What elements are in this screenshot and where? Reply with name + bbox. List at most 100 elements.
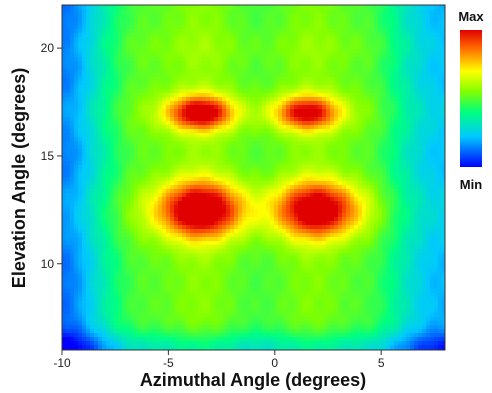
heatmap-cell (258, 141, 263, 146)
heatmap-cell (94, 25, 99, 30)
heatmap-cell (254, 201, 259, 206)
heatmap-cell (142, 53, 147, 58)
heatmap-cell (218, 49, 223, 54)
heatmap-cell (374, 169, 379, 174)
heatmap-cell (406, 17, 411, 22)
heatmap-cell (298, 181, 303, 186)
heatmap-cell (382, 157, 387, 162)
heatmap-cell (106, 141, 111, 146)
heatmap-cell (326, 201, 331, 206)
heatmap-cell (62, 133, 67, 138)
heatmap-cell (222, 21, 227, 26)
heatmap-cell (218, 173, 223, 178)
heatmap-cell (294, 197, 299, 202)
heatmap-cell (274, 129, 279, 134)
heatmap-cell (210, 49, 215, 54)
heatmap-cell (358, 53, 363, 58)
heatmap-cell (230, 117, 235, 122)
heatmap-cell (106, 209, 111, 214)
heatmap-cell (414, 197, 419, 202)
heatmap-cell (318, 157, 323, 162)
heatmap-cell (246, 185, 251, 190)
heatmap-cell (274, 89, 279, 94)
heatmap-cell (146, 149, 151, 154)
heatmap-cell (266, 177, 271, 182)
heatmap-cell (118, 141, 123, 146)
heatmap-cell (294, 201, 299, 206)
heatmap-cell (150, 77, 155, 82)
heatmap-cell (242, 85, 247, 90)
heatmap-cell (274, 73, 279, 78)
heatmap-cell (350, 173, 355, 178)
heatmap-cell (94, 117, 99, 122)
heatmap-cell (118, 57, 123, 62)
heatmap-cell (174, 13, 179, 18)
heatmap-cell (302, 113, 307, 118)
heatmap-cell (82, 149, 87, 154)
heatmap-cell (246, 165, 251, 170)
heatmap-cell (250, 125, 255, 130)
heatmap-cell (170, 153, 175, 158)
heatmap-cell (306, 145, 311, 150)
heatmap-cell (78, 25, 83, 30)
heatmap-cell (294, 61, 299, 66)
heatmap-cell (118, 165, 123, 170)
heatmap-cell (210, 33, 215, 38)
heatmap-cell (150, 5, 155, 10)
heatmap-cell (134, 45, 139, 50)
heatmap-cell (198, 61, 203, 66)
heatmap-cell (338, 205, 343, 210)
heatmap-cell (82, 13, 87, 18)
heatmap-cell (158, 77, 163, 82)
heatmap-cell (322, 93, 327, 98)
heatmap-cell (330, 109, 335, 114)
heatmap-cell (234, 85, 239, 90)
heatmap-cell (250, 29, 255, 34)
heatmap-cell (350, 181, 355, 186)
heatmap-cell (74, 173, 79, 178)
heatmap-cell (218, 117, 223, 122)
heatmap-cell (154, 57, 159, 62)
heatmap-cell (394, 173, 399, 178)
heatmap-cell (238, 209, 243, 214)
heatmap-cell (186, 29, 191, 34)
heatmap-cell (98, 173, 103, 178)
heatmap-cell (306, 73, 311, 78)
heatmap-cell (322, 49, 327, 54)
heatmap-cell (122, 57, 127, 62)
heatmap-cell (322, 197, 327, 202)
heatmap-cell (426, 33, 431, 38)
heatmap-cell (402, 165, 407, 170)
heatmap-cell (318, 61, 323, 66)
heatmap-cell (410, 141, 415, 146)
heatmap-cell (326, 153, 331, 158)
heatmap-cell (254, 57, 259, 62)
heatmap-cell (230, 141, 235, 146)
heatmap-cell (266, 157, 271, 162)
heatmap-cell (98, 97, 103, 102)
heatmap-cell (314, 53, 319, 58)
heatmap-cell (290, 89, 295, 94)
heatmap-cell (346, 25, 351, 30)
heatmap-cell (146, 145, 151, 150)
heatmap-cell (302, 145, 307, 150)
heatmap-cell (254, 17, 259, 22)
heatmap-cell (278, 77, 283, 82)
heatmap-cell (266, 193, 271, 198)
heatmap-cell (430, 185, 435, 190)
heatmap-cell (410, 81, 415, 86)
heatmap-cell (358, 137, 363, 142)
heatmap-cell (78, 161, 83, 166)
heatmap-cell (438, 85, 443, 90)
heatmap-cell (318, 13, 323, 18)
heatmap-cell (318, 77, 323, 82)
heatmap-cell (90, 49, 95, 54)
heatmap-cell (258, 177, 263, 182)
heatmap-cell (202, 161, 207, 166)
heatmap-cell (346, 5, 351, 10)
heatmap-cell (394, 9, 399, 14)
heatmap-cell (226, 153, 231, 158)
heatmap-cell (382, 145, 387, 150)
heatmap-cell (286, 169, 291, 174)
heatmap-cell (74, 133, 79, 138)
